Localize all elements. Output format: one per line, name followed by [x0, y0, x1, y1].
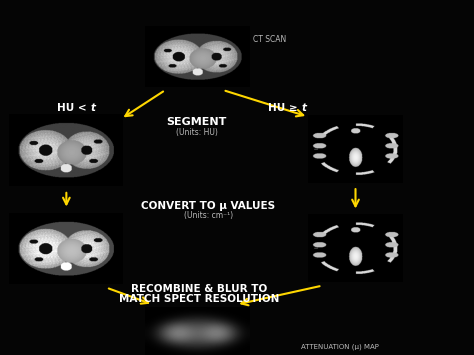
Text: RECOMBINE & BLUR TO: RECOMBINE & BLUR TO: [131, 284, 267, 294]
Text: (Units: cm⁻¹): (Units: cm⁻¹): [184, 211, 233, 220]
Text: t: t: [302, 103, 307, 113]
Text: t: t: [90, 103, 95, 113]
Text: CONVERT TO μ VALUES: CONVERT TO μ VALUES: [142, 201, 275, 211]
Text: ATTENUATION (μ) MAP: ATTENUATION (μ) MAP: [301, 344, 379, 350]
Text: CT SCAN: CT SCAN: [253, 36, 287, 44]
Text: HU ≥: HU ≥: [268, 103, 301, 113]
Text: HU <: HU <: [57, 103, 90, 113]
Text: (Units: HU): (Units: HU): [176, 127, 218, 137]
Text: SEGMENT: SEGMENT: [166, 118, 227, 127]
Text: MATCH SPECT RESOLUTION: MATCH SPECT RESOLUTION: [119, 294, 279, 304]
